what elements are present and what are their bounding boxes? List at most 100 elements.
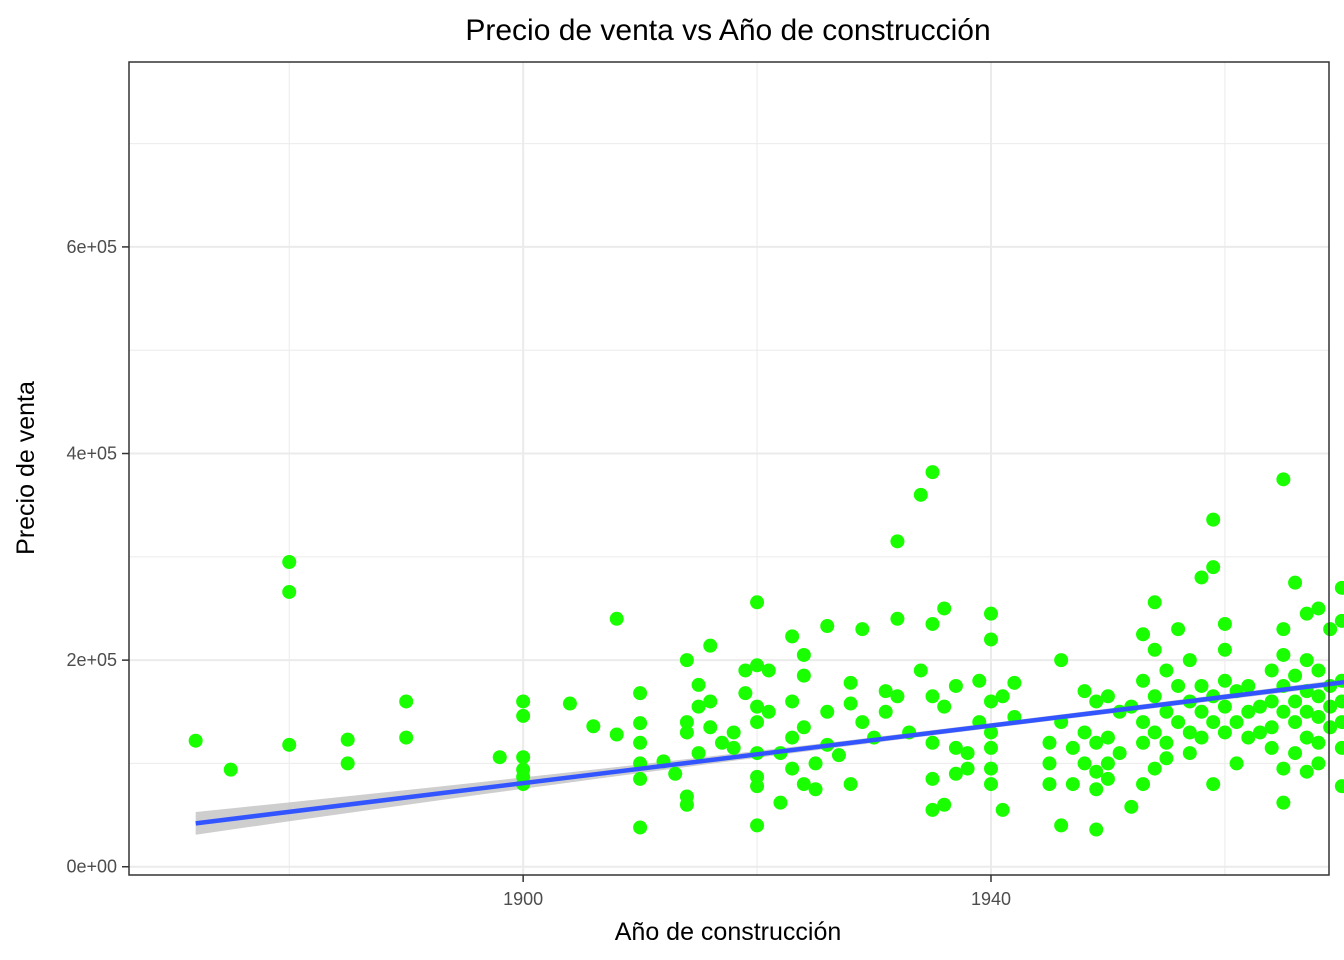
data-point xyxy=(773,795,788,810)
data-point xyxy=(855,715,870,730)
data-point xyxy=(340,756,355,771)
data-point xyxy=(1276,647,1291,662)
regression-line-group xyxy=(195,679,1344,826)
data-point xyxy=(1299,606,1314,621)
data-point xyxy=(890,689,905,704)
data-point xyxy=(1065,740,1080,755)
data-point xyxy=(1089,694,1104,709)
data-point xyxy=(1065,777,1080,792)
data-point xyxy=(1206,715,1221,730)
data-point xyxy=(516,750,531,765)
data-point xyxy=(1206,560,1221,575)
data-point xyxy=(1334,740,1344,755)
data-point xyxy=(890,534,905,549)
data-point xyxy=(1077,756,1092,771)
data-point xyxy=(738,686,753,701)
data-point xyxy=(937,699,952,714)
data-point xyxy=(1159,735,1174,750)
data-point xyxy=(960,746,975,761)
data-point xyxy=(1042,756,1057,771)
data-point xyxy=(1334,779,1344,794)
data-point xyxy=(679,797,694,812)
data-point xyxy=(761,704,776,719)
data-point xyxy=(1171,678,1186,693)
data-point xyxy=(1194,704,1209,719)
data-point xyxy=(340,732,355,747)
data-point xyxy=(1136,627,1151,642)
data-point xyxy=(714,735,729,750)
data-point xyxy=(1194,570,1209,585)
data-point xyxy=(1159,663,1174,678)
panel-border xyxy=(128,61,1330,876)
data-point xyxy=(1311,689,1326,704)
data-point xyxy=(282,554,297,569)
data-point xyxy=(808,756,823,771)
data-point xyxy=(633,686,648,701)
data-point xyxy=(1217,699,1232,714)
data-point xyxy=(1206,777,1221,792)
data-point xyxy=(1323,622,1338,637)
data-point xyxy=(995,802,1010,817)
data-point xyxy=(1264,663,1279,678)
data-point xyxy=(1089,764,1104,779)
data-point xyxy=(1311,663,1326,678)
data-point xyxy=(925,689,940,704)
data-point xyxy=(1147,642,1162,657)
data-point xyxy=(691,677,706,692)
data-point xyxy=(703,638,718,653)
data-point xyxy=(808,782,823,797)
data-point xyxy=(1147,761,1162,776)
data-point xyxy=(1311,601,1326,616)
data-point xyxy=(1276,472,1291,487)
data-point xyxy=(1136,735,1151,750)
data-point xyxy=(785,629,800,644)
x-axis-title: Año de construcción xyxy=(615,918,842,946)
data-point xyxy=(633,735,648,750)
data-point xyxy=(983,632,998,647)
data-point xyxy=(1276,622,1291,637)
data-point xyxy=(750,818,765,833)
data-point xyxy=(1323,720,1338,735)
data-point xyxy=(1299,764,1314,779)
data-point xyxy=(668,766,683,781)
data-point xyxy=(609,727,624,742)
data-point xyxy=(1112,746,1127,761)
data-point xyxy=(983,725,998,740)
data-point xyxy=(925,771,940,786)
data-point xyxy=(831,748,846,763)
data-point xyxy=(399,694,414,709)
data-point xyxy=(785,730,800,745)
data-point xyxy=(1264,694,1279,709)
data-point xyxy=(1299,704,1314,719)
chart-title: Precio de venta vs Año de construcción xyxy=(465,14,990,47)
data-point xyxy=(1288,746,1303,761)
data-point xyxy=(1217,642,1232,657)
data-point xyxy=(820,704,835,719)
data-point xyxy=(948,766,963,781)
data-point xyxy=(1136,777,1151,792)
data-point xyxy=(820,619,835,634)
data-point xyxy=(960,761,975,776)
data-point xyxy=(679,653,694,668)
data-point xyxy=(761,663,776,678)
data-point xyxy=(1288,715,1303,730)
data-point xyxy=(492,750,507,765)
data-point xyxy=(1264,740,1279,755)
data-point xyxy=(983,761,998,776)
data-point xyxy=(750,779,765,794)
data-point xyxy=(1194,730,1209,745)
data-point xyxy=(983,777,998,792)
data-point xyxy=(1334,613,1344,628)
data-point xyxy=(633,771,648,786)
data-point xyxy=(1077,684,1092,699)
data-point xyxy=(878,684,893,699)
data-point xyxy=(1217,673,1232,688)
data-point xyxy=(1147,725,1162,740)
data-point xyxy=(1323,699,1338,714)
data-point xyxy=(948,740,963,755)
data-point xyxy=(1182,653,1197,668)
data-point xyxy=(1171,715,1186,730)
data-point xyxy=(516,694,531,709)
data-point xyxy=(855,622,870,637)
